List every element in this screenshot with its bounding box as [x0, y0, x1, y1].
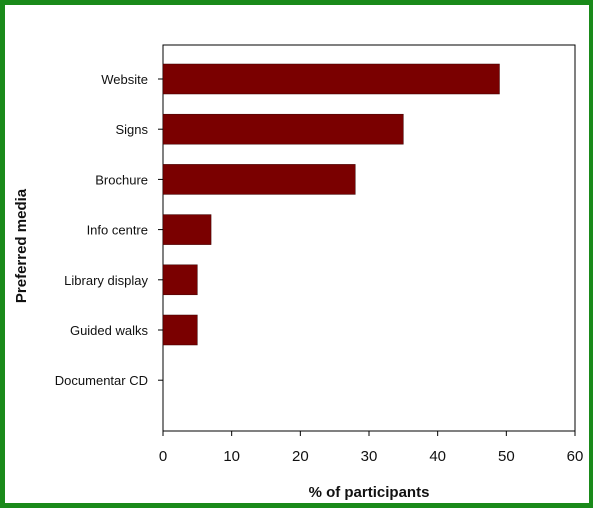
- y-axis-title: Preferred media: [13, 188, 30, 303]
- bar-guided-walks: [162, 314, 198, 346]
- bar-website: [162, 63, 500, 95]
- category-label-guided-walks: Guided walks: [70, 323, 149, 338]
- bar-signs: [162, 113, 404, 145]
- bar-library-display: [162, 264, 198, 296]
- category-label-info-centre: Info centre: [87, 223, 148, 238]
- x-tick-label-50: 50: [498, 448, 515, 465]
- x-tick-label-60: 60: [567, 448, 584, 465]
- x-axis-title: % of participants: [309, 484, 430, 501]
- category-label-brochure: Brochure: [95, 172, 148, 187]
- x-tick-label-0: 0: [159, 448, 167, 465]
- category-label-documentar-cd: Documentar CD: [55, 373, 148, 388]
- category-labels-group: Website Signs Brochure Info centre Library d…: [55, 72, 163, 388]
- x-tick-label-20: 20: [292, 448, 309, 465]
- x-tick-label-40: 40: [429, 448, 446, 465]
- category-label-library-display: Library display: [64, 273, 148, 288]
- plot-area: [162, 44, 576, 432]
- bar-info-centre: [162, 214, 212, 245]
- x-tick-label-30: 30: [361, 448, 378, 465]
- category-label-website: Website: [101, 72, 148, 87]
- bar-brochure: [162, 164, 356, 195]
- x-tick-label-10: 10: [223, 448, 240, 465]
- category-label-signs: Signs: [115, 122, 148, 137]
- bars-group: [162, 63, 500, 346]
- x-ticks-group: 0 10 20 30 40 50 60: [159, 431, 584, 465]
